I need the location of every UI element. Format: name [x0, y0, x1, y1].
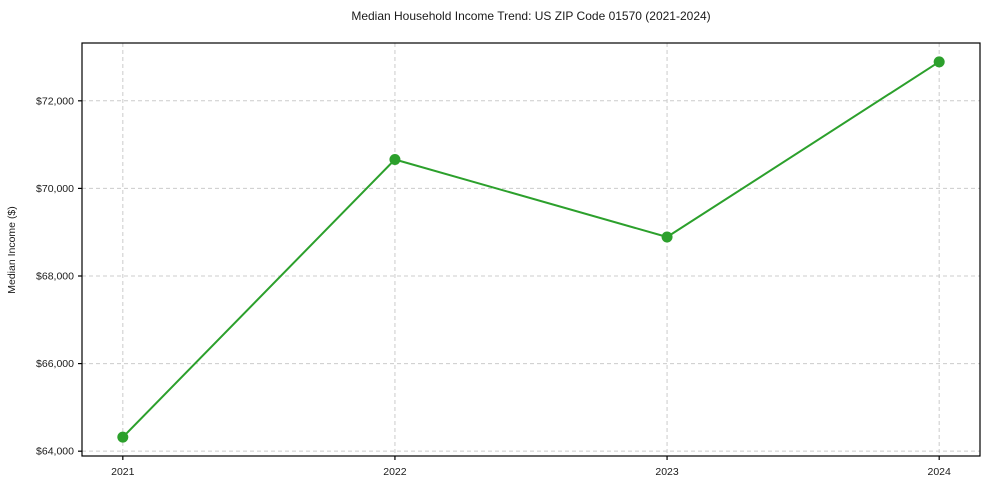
chart-title: Median Household Income Trend: US ZIP Co… [351, 9, 710, 23]
axis-ticks [78, 100, 940, 460]
x-tick-label: 2024 [928, 466, 952, 478]
y-tick-label: $66,000 [36, 358, 74, 370]
trend-line [121, 60, 941, 439]
data-point-marker [117, 431, 129, 443]
x-tick-label: 2022 [383, 466, 407, 478]
gridlines [82, 43, 980, 456]
y-tick-label: $68,000 [36, 270, 74, 282]
y-tick-label: $70,000 [36, 183, 74, 195]
y-tick-label: $64,000 [36, 446, 74, 458]
plot-frame [81, 42, 981, 457]
x-tick-label: 2021 [111, 466, 135, 478]
tick-labels: $64,000 $66,000 $68,000 $70,000 $72,000 2021 2… [36, 95, 951, 478]
y-tick-label: $72,000 [36, 95, 74, 107]
data-point-marker [389, 153, 401, 165]
income-line-series [117, 56, 945, 443]
data-point-marker [661, 231, 673, 243]
y-axis-label: Median Income ($) [6, 206, 18, 294]
axes-frame [81, 42, 981, 457]
x-tick-label: 2023 [655, 466, 679, 478]
data-point-marker [933, 56, 945, 68]
